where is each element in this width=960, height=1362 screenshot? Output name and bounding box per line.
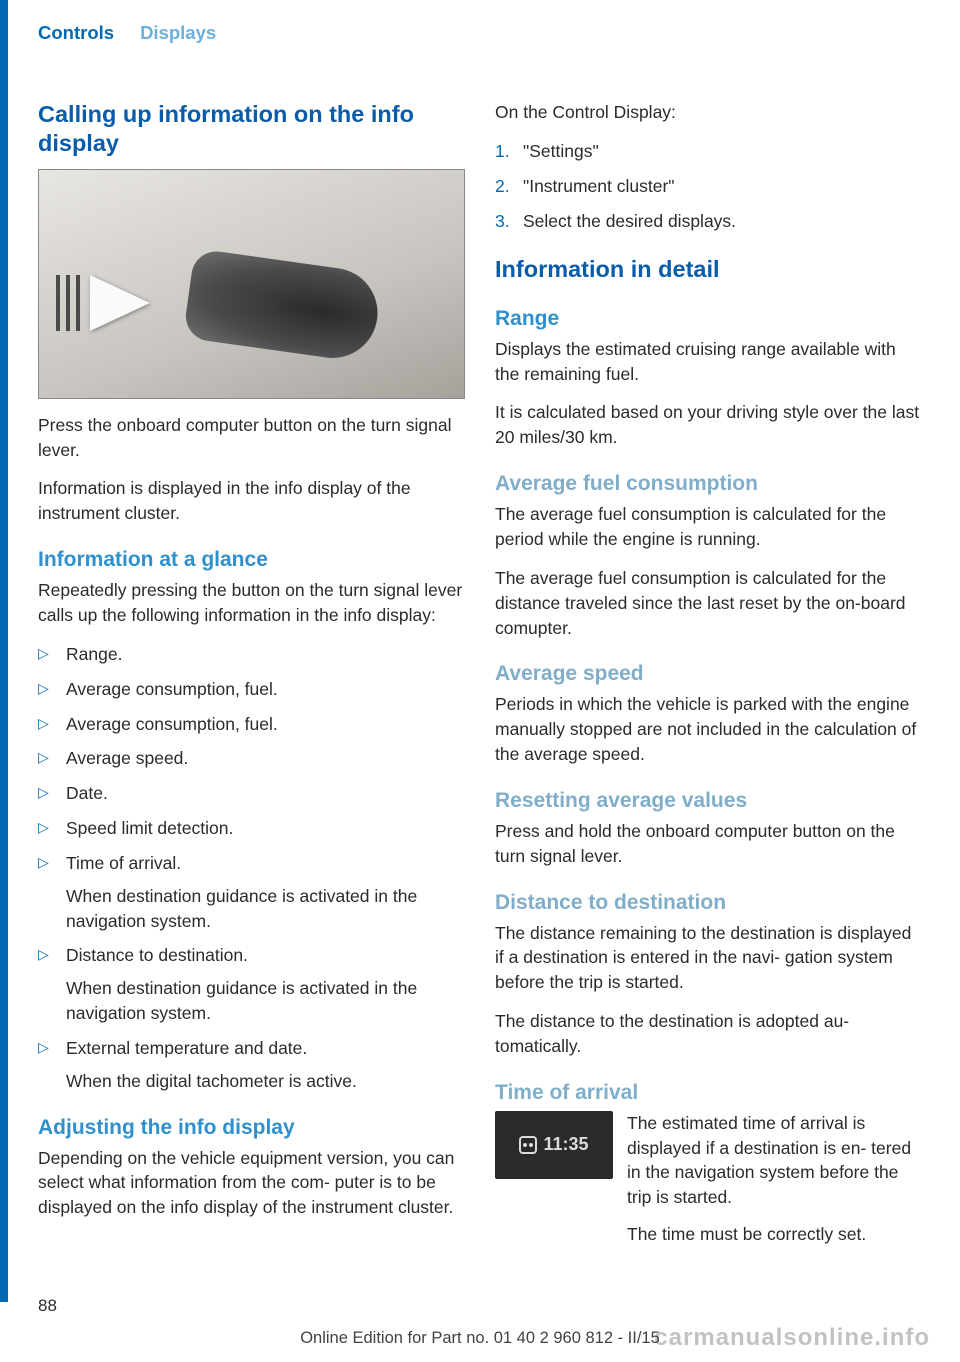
list-item-sub: When destination guidance is activated i… [66,976,465,1026]
para: It is calculated based on your driving s… [495,400,922,450]
heading-range: Range [495,307,922,331]
figure-stalk [182,248,383,364]
list-item-text: External temperature and date. [66,1038,307,1058]
figure-lines [56,275,86,336]
bullet-marker-icon: ▷ [38,679,49,699]
heading-info-glance: Information at a glance [38,548,465,572]
para: The average fuel consumption is calculat… [495,502,922,552]
list-item-sub: When destination guidance is activated i… [66,884,465,934]
step-number: 2. [495,174,510,199]
list-item-text: Average consumption, fuel. [66,714,278,734]
para: On the Control Display: [495,100,922,125]
para: The average fuel consumption is calculat… [495,566,922,641]
side-bar [0,0,8,1302]
right-column: On the Control Display: 1. "Settings" 2. "I… [495,100,922,1261]
list-item-sub: When the digital tachometer is active. [66,1069,465,1094]
header-tabs: Controls Displays [38,22,216,44]
list-item-text: Date. [66,783,108,803]
list-item: ▷ Average consumption, fuel. [38,712,465,737]
arrival-display-icon: 11:35 [495,1111,613,1179]
figure-arrow-icon [90,275,150,331]
bullet-marker-icon: ▷ [38,748,49,768]
heading-time-arrival: Time of arrival [495,1081,922,1105]
bullet-marker-icon: ▷ [38,783,49,803]
para: The estimated time of arrival is display… [627,1111,922,1247]
bullet-marker-icon: ▷ [38,1038,49,1058]
list-item: ▷ Time of arrival. When destination guidan… [38,851,465,934]
para-text: The time must be correctly set. [627,1224,866,1244]
tab-displays: Displays [140,22,216,44]
list-item: ▷ Average speed. [38,746,465,771]
destination-icon [519,1136,537,1154]
numbered-list: 1. "Settings" 2. "Instrument cluster" 3. Sele… [495,139,922,234]
para: Repeatedly pressing the button on the tu… [38,578,465,628]
list-item: ▷ Average consumption, fuel. [38,677,465,702]
figure-turn-signal-lever [38,169,465,399]
heading-reset-avg: Resetting average values [495,789,922,813]
watermark: carmanualsonline.info [654,1324,930,1352]
heading-info-detail: Information in detail [495,255,922,284]
list-item: ▷ Date. [38,781,465,806]
bullet-marker-icon: ▷ [38,818,49,838]
heading-avg-fuel: Average fuel consumption [495,472,922,496]
heading-calling-up: Calling up information on the info displ… [38,100,465,159]
step-item: 3. Select the desired displays. [495,209,922,234]
list-item-text: Time of arrival. [66,853,181,873]
para: The distance to the destination is adopt… [495,1009,922,1059]
heading-avg-speed: Average speed [495,662,922,686]
step-item: 1. "Settings" [495,139,922,164]
list-item-text: Average speed. [66,748,188,768]
list-item: ▷ External temperature and date. When the … [38,1036,465,1094]
step-text: "Settings" [523,141,599,161]
list-item: ▷ Distance to destination. When destinatio… [38,943,465,1026]
list-item-text: Average consumption, fuel. [66,679,278,699]
para: Information is displayed in the info dis… [38,476,465,526]
bullet-list: ▷ Range. ▷ Average consumption, fuel. ▷ Avera… [38,642,465,1094]
heading-adjusting: Adjusting the info display [38,1116,465,1140]
heading-distance-dest: Distance to destination [495,891,922,915]
list-item: ▷ Speed limit detection. [38,816,465,841]
left-column: Calling up information on the info displ… [38,100,465,1261]
para: Press and hold the onboard computer butt… [495,819,922,869]
list-item: ▷ Range. [38,642,465,667]
step-text: Select the desired displays. [523,211,736,231]
para: Depending on the vehicle equipment versi… [38,1146,465,1221]
arrival-time: 11:35 [543,1134,588,1155]
bullet-marker-icon: ▷ [38,714,49,734]
page-number: 88 [38,1296,57,1316]
para: The distance remaining to the destinatio… [495,921,922,996]
para-text: The estimated time of arrival is display… [627,1113,911,1208]
para: Press the onboard computer button on the… [38,413,465,463]
page-body: Calling up information on the info displ… [38,100,922,1261]
step-number: 3. [495,209,510,234]
arrival-row: 11:35 The estimated time of arrival is d… [495,1111,922,1247]
step-item: 2. "Instrument cluster" [495,174,922,199]
list-item-text: Range. [66,644,122,664]
list-item-text: Speed limit detection. [66,818,233,838]
bullet-marker-icon: ▷ [38,644,49,664]
bullet-marker-icon: ▷ [38,945,49,965]
para: Displays the estimated cruising range av… [495,337,922,387]
step-number: 1. [495,139,510,164]
step-text: "Instrument cluster" [523,176,675,196]
para: Periods in which the vehicle is parked w… [495,692,922,767]
bullet-marker-icon: ▷ [38,853,49,873]
tab-controls: Controls [38,22,114,44]
list-item-text: Distance to destination. [66,945,248,965]
